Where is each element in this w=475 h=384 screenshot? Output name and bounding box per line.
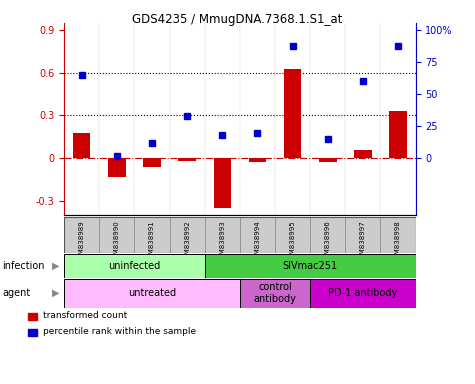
Text: SIVmac251: SIVmac251	[283, 261, 338, 271]
Text: agent: agent	[2, 288, 30, 298]
Bar	[73, 132, 91, 158]
Text: ▶: ▶	[52, 288, 59, 298]
Bar	[240, 217, 275, 253]
Bar	[134, 217, 170, 253]
Bar	[380, 217, 416, 253]
Bar	[310, 279, 416, 308]
Text: percentile rank within the sample: percentile rank within the sample	[43, 326, 196, 336]
Bar	[319, 158, 336, 162]
Text: untreated: untreated	[128, 288, 176, 298]
Bar	[345, 217, 380, 253]
Text: control
antibody: control antibody	[254, 282, 296, 304]
Text: transformed count: transformed count	[43, 311, 127, 320]
Bar	[28, 329, 38, 336]
Text: GSM838993: GSM838993	[219, 220, 225, 263]
Bar	[213, 158, 231, 208]
Bar	[205, 254, 416, 278]
Text: GSM838998: GSM838998	[395, 220, 401, 263]
Text: uninfected: uninfected	[108, 261, 161, 271]
Bar	[249, 158, 266, 162]
Bar	[28, 313, 38, 320]
Text: GDS4235 / MmugDNA.7368.1.S1_at: GDS4235 / MmugDNA.7368.1.S1_at	[133, 13, 342, 26]
Bar	[275, 217, 310, 253]
Text: GSM838996: GSM838996	[325, 220, 331, 263]
Bar	[354, 150, 371, 158]
Text: infection: infection	[2, 261, 45, 271]
Bar	[143, 158, 161, 167]
Bar	[108, 158, 125, 177]
Text: GSM838997: GSM838997	[360, 220, 366, 263]
Text: PD-1 antibody: PD-1 antibody	[328, 288, 398, 298]
Bar	[179, 158, 196, 161]
Bar	[99, 217, 134, 253]
Bar	[170, 217, 205, 253]
Bar	[205, 217, 240, 253]
Bar	[390, 111, 407, 158]
Bar	[310, 217, 345, 253]
Bar	[64, 254, 205, 278]
Text: GSM838989: GSM838989	[79, 220, 85, 263]
Text: GSM838990: GSM838990	[114, 220, 120, 263]
Text: GSM838994: GSM838994	[255, 220, 260, 263]
Bar	[240, 279, 310, 308]
Text: GSM838991: GSM838991	[149, 220, 155, 263]
Text: ▶: ▶	[52, 261, 59, 271]
Bar	[64, 279, 240, 308]
Text: GSM838995: GSM838995	[290, 220, 295, 263]
Bar	[284, 69, 301, 158]
Bar	[64, 217, 99, 253]
Text: GSM838992: GSM838992	[184, 220, 190, 263]
